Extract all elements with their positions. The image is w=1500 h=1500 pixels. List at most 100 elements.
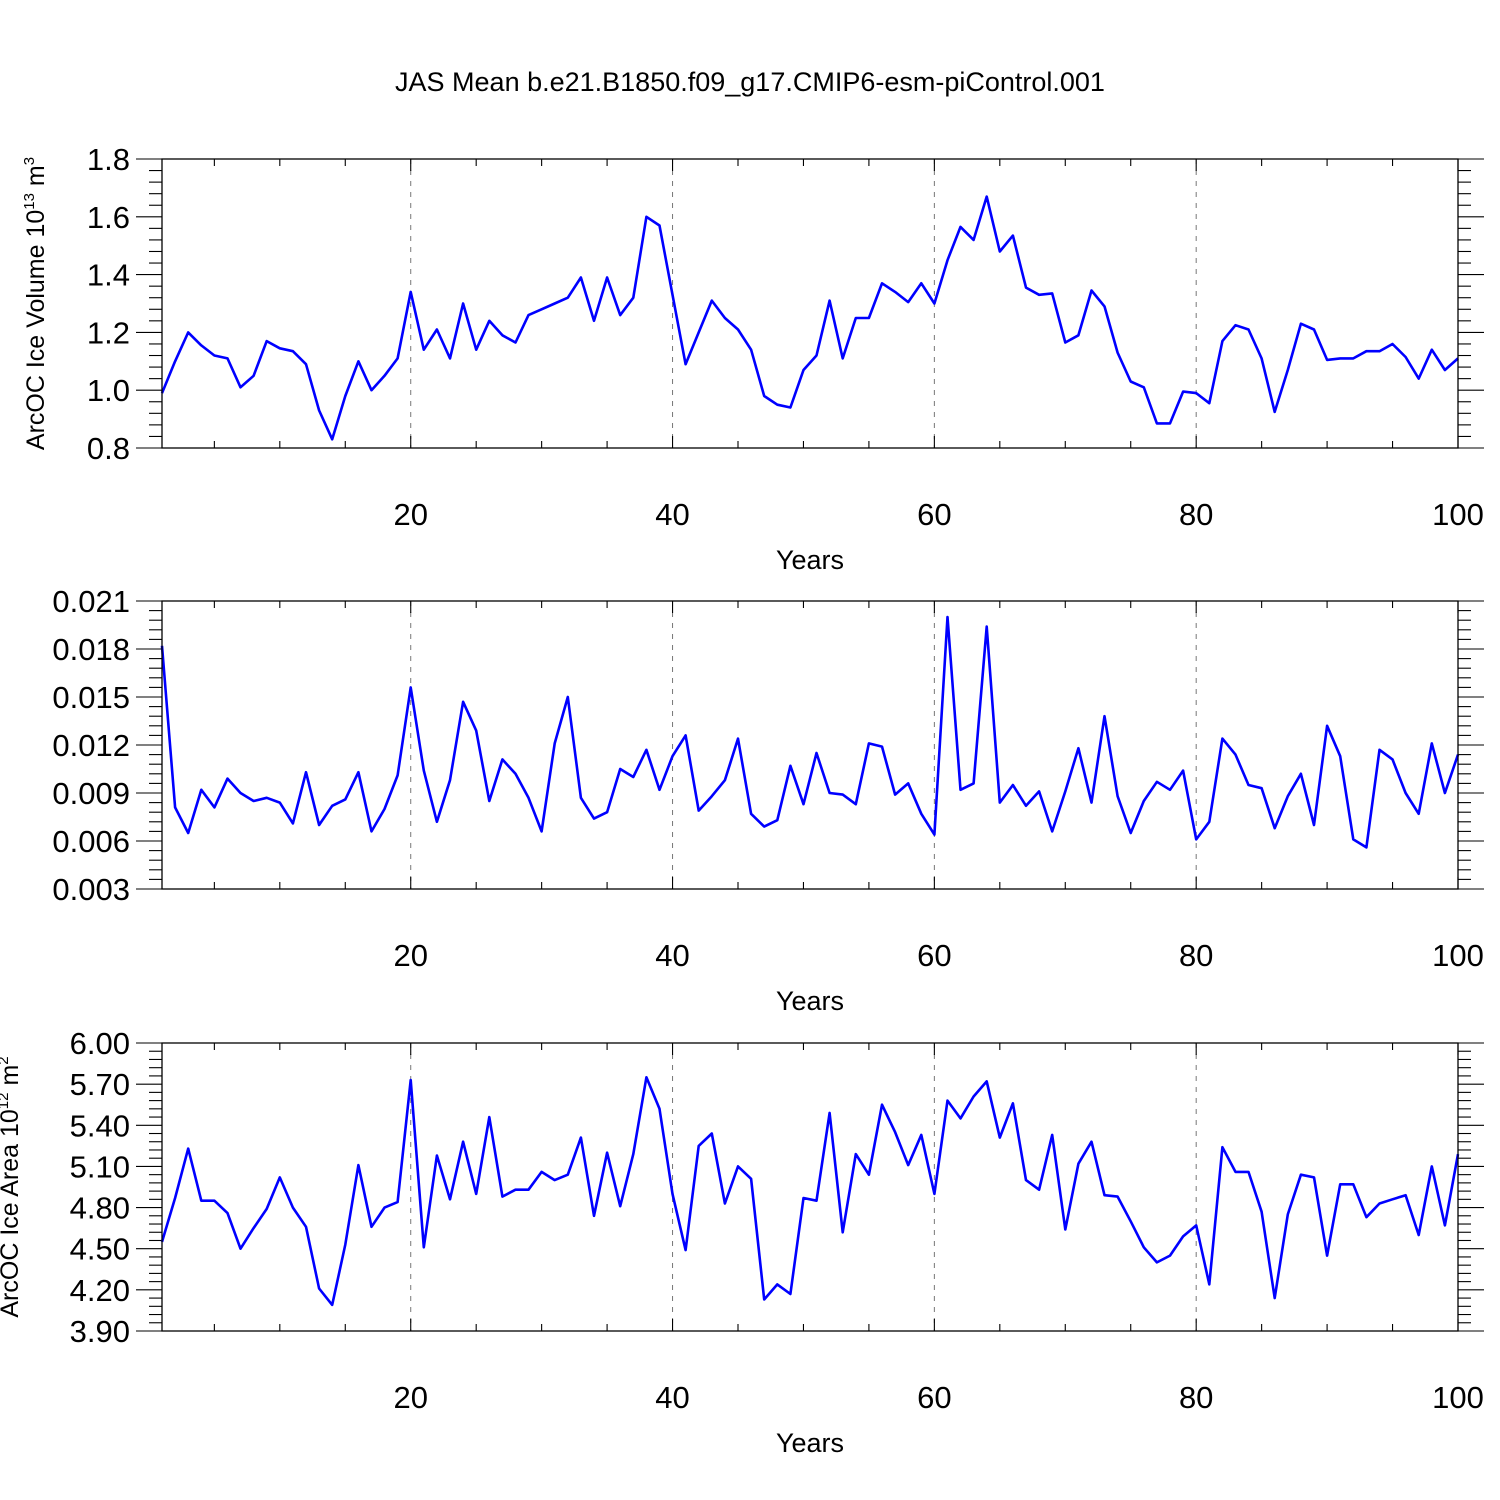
data-point [815,752,817,754]
data-point [632,776,634,778]
data-point [920,1134,922,1136]
data-point [1378,350,1380,352]
data-point [252,800,254,802]
x-tick-label: 60 [917,497,951,532]
data-point [1156,781,1158,783]
data-point [1221,737,1223,739]
plot-frame [161,158,1459,449]
data-point [1090,1141,1092,1143]
data-point [488,1116,490,1118]
data-point [868,1173,870,1175]
data-point [370,1226,372,1228]
data-point [789,765,791,767]
data-point [213,354,215,356]
data-point [1247,1171,1249,1173]
data-point [344,798,346,800]
data-point [959,789,961,791]
data-point [462,701,464,703]
data-point [331,805,333,807]
series-line [160,615,1460,849]
y-tick-label: 1.2 [87,315,130,350]
x-tick-label: 20 [393,497,427,532]
data-point [1247,328,1249,330]
y-tick-label: 1.8 [87,142,130,177]
data-point [972,1095,974,1097]
data-point [698,809,700,811]
data-point [1326,1254,1328,1256]
data-point [501,334,503,336]
data-point [1051,830,1053,832]
data-point [1090,801,1092,803]
data-point [305,771,307,773]
data-point [396,1201,398,1203]
data-point [1234,753,1236,755]
data-point [540,1171,542,1173]
y-tick-label: 4.20 [70,1273,130,1308]
data-point [1156,422,1158,424]
data-point [1130,832,1132,834]
data-point [174,360,176,362]
data-point [1195,838,1197,840]
data-point [1103,1194,1105,1196]
data-point [318,1287,320,1289]
data-point [1339,1183,1341,1185]
data-point [737,328,739,330]
data-point [436,1154,438,1156]
data-point [907,301,909,303]
data-point [946,1099,948,1101]
x-axis-label: Years [776,545,844,575]
data-point [580,1136,582,1138]
data-point [1143,386,1145,388]
data-point [305,1226,307,1228]
data-point [1260,1210,1262,1212]
y-tick-label: 0.006 [52,824,130,859]
data-point [239,792,241,794]
data-point [1156,1261,1158,1263]
data-point [1444,792,1446,794]
data-point [1169,422,1171,424]
data-point [711,299,713,301]
data-point [855,803,857,805]
data-point [881,1104,883,1106]
data-point [593,1215,595,1217]
data-point [1234,1171,1236,1173]
data-point [671,294,673,296]
x-tick-label: 80 [1179,1380,1213,1415]
x-tick-label: 80 [1179,938,1213,973]
data-point [396,774,398,776]
data-point [1378,749,1380,751]
data-point [318,824,320,826]
panels: 0.8 1.0 1.2 1.4 1.6 1.8 20 40 60 80 100 Years ArcOC … [0,142,1484,1458]
data-point [802,369,804,371]
data-point [1300,1173,1302,1175]
data-point [410,686,412,688]
y-axis-label-text: ArcOC Ice Volume 10 [22,210,50,450]
data-point [410,1079,412,1081]
data-point [645,1076,647,1078]
data-point [999,250,1001,252]
data-point [750,349,752,351]
y-tick-label: 0.009 [52,776,130,811]
data-point [815,1200,817,1202]
data-point [567,297,569,299]
data-point [1025,805,1027,807]
data-point [266,340,268,342]
data-point [986,1080,988,1082]
x-tick-label: 100 [1432,497,1484,532]
data-point [946,259,948,261]
data-point [449,779,451,781]
data-point [436,328,438,330]
x-tick-label: 60 [917,1380,951,1415]
data-point [1169,789,1171,791]
data-point [658,1108,660,1110]
y-tick-label: 0.012 [52,728,130,763]
data-point [331,1304,333,1306]
data-point [828,1112,830,1114]
y-tick-label: 5.10 [70,1149,130,1184]
x-tick-label: 40 [655,497,689,532]
data-point [527,1189,529,1191]
data-point [698,331,700,333]
data-point [462,302,464,304]
data-point [933,833,935,835]
data-point [187,832,189,834]
